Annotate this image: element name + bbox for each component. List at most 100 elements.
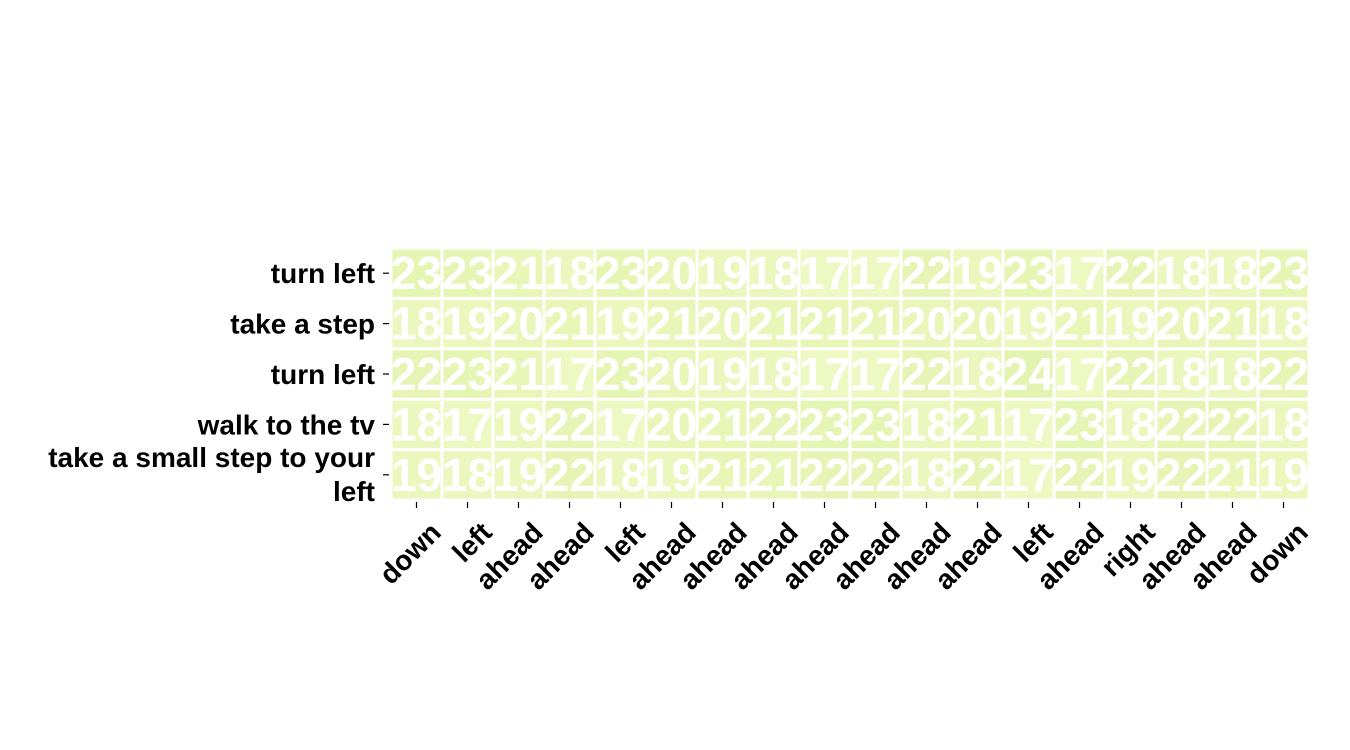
cell-value-label: 20: [646, 247, 697, 299]
heatmap-cell: [902, 400, 951, 449]
heatmap-cell: [596, 299, 645, 348]
cell-value-label: 19: [1105, 449, 1156, 501]
cell-value-label: 23: [1258, 247, 1309, 299]
cell-value-label: 18: [952, 348, 1003, 400]
heatmap-cell: [392, 249, 441, 297]
row-label: take a step: [230, 309, 375, 340]
heatmap-cell: [1157, 350, 1206, 398]
heatmap-cell: [1004, 451, 1053, 499]
cell-value-label: 18: [595, 449, 646, 501]
cell-value-label: 17: [442, 398, 493, 450]
heatmap-cell: [1106, 249, 1155, 297]
heatmap-cell: [494, 350, 543, 398]
heatmap-cell: [443, 400, 492, 449]
heatmap-cell: [902, 350, 951, 398]
heatmap-cell: [1106, 451, 1155, 499]
heatmap-cell: [596, 350, 645, 398]
heatmap-cell: [443, 299, 492, 348]
heatmap-cell: [1106, 400, 1155, 449]
cell-value-label: 21: [493, 247, 544, 299]
heatmap-cell: [1259, 400, 1308, 449]
cell-value-label: 22: [748, 398, 799, 450]
heatmap-cell: [647, 299, 696, 348]
cell-value-label: 18: [1258, 298, 1309, 350]
cell-value-label: 17: [850, 247, 901, 299]
cell-value-label: 23: [850, 398, 901, 450]
cell-value-label: 22: [901, 247, 952, 299]
cell-value-label: 17: [544, 348, 595, 400]
cell-value-label: 22: [1258, 348, 1309, 400]
cell-value-label: 22: [1105, 247, 1156, 299]
cell-value-label: 21: [493, 348, 544, 400]
heatmap-cell: [392, 400, 441, 449]
cell-value-label: 23: [595, 348, 646, 400]
row-label: turn left: [271, 258, 375, 289]
heatmap-cell: [749, 249, 798, 297]
cell-value-label: 19: [1105, 298, 1156, 350]
heatmap-cell: [800, 299, 849, 348]
heatmap-cell: [698, 350, 747, 398]
cell-value-label: 19: [595, 298, 646, 350]
cell-value-label: 22: [901, 348, 952, 400]
cell-value-label: 20: [952, 298, 1003, 350]
cell-value-label: 18: [1105, 398, 1156, 450]
cell-value-label: 20: [1156, 298, 1207, 350]
heatmap-cell: [1157, 451, 1206, 499]
heatmap-cell: [494, 249, 543, 297]
heatmap-cell: [749, 400, 798, 449]
heatmap-cell: [1208, 400, 1257, 449]
cell-value-label: 17: [1003, 449, 1054, 501]
heatmap-cell: [800, 451, 849, 499]
heatmap-cell: [1004, 249, 1053, 297]
row-label: turn left: [271, 359, 375, 390]
heatmap-cell: [1004, 350, 1053, 398]
cell-value-label: 20: [901, 298, 952, 350]
heatmap-cell: [1004, 299, 1053, 348]
heatmap-cell: [1055, 400, 1104, 449]
cell-value-label: 21: [748, 449, 799, 501]
cell-value-label: 18: [1207, 348, 1258, 400]
heatmap-cell: [1055, 299, 1104, 348]
heatmap-cell: [800, 400, 849, 449]
cell-value-label: 22: [799, 449, 850, 501]
cell-value-label: 21: [1207, 298, 1258, 350]
cell-value-label: 19: [493, 449, 544, 501]
heatmap-cell: [596, 400, 645, 449]
cell-value-label: 19: [391, 449, 442, 501]
heatmap-cell: [851, 299, 900, 348]
column-label: down: [373, 516, 447, 590]
heatmap-cell: [647, 451, 696, 499]
heatmap-cell: [953, 350, 1002, 398]
heatmap-cell: [545, 350, 594, 398]
cell-value-label: 18: [544, 247, 595, 299]
cell-value-label: 22: [1156, 398, 1207, 450]
heatmap-cell: [1259, 451, 1308, 499]
cell-value-label: 17: [1054, 247, 1105, 299]
heatmap-cell: [545, 451, 594, 499]
cell-value-label: 19: [1003, 298, 1054, 350]
cell-value-label: 18: [391, 298, 442, 350]
cell-value-label: 21: [1207, 449, 1258, 501]
heatmap-cell: [749, 299, 798, 348]
heatmap-cell: [494, 299, 543, 348]
cell-value-label: 22: [1207, 398, 1258, 450]
cell-value-label: 18: [391, 398, 442, 450]
cell-value-label: 22: [1156, 449, 1207, 501]
heatmap-cell: [443, 451, 492, 499]
cell-value-label: 21: [646, 298, 697, 350]
heatmap-cell: [545, 400, 594, 449]
cell-value-label: 18: [901, 449, 952, 501]
cell-value-label: 19: [697, 247, 748, 299]
cell-value-label: 17: [1003, 398, 1054, 450]
heatmap-cell: [953, 400, 1002, 449]
cell-value-label: 22: [1054, 449, 1105, 501]
cell-value-label: 20: [493, 298, 544, 350]
heatmap-cell: [1208, 249, 1257, 297]
heatmap-cell: [443, 249, 492, 297]
heatmap-cell: [1259, 249, 1308, 297]
cell-value-label: 22: [391, 348, 442, 400]
cell-value-label: 19: [493, 398, 544, 450]
heatmap-cell: [800, 249, 849, 297]
